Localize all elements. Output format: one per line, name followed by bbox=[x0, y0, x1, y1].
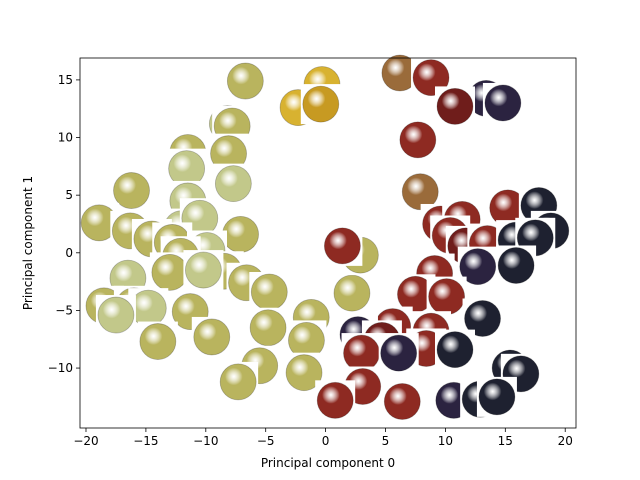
data-point bbox=[322, 225, 363, 266]
data-point bbox=[434, 86, 475, 127]
data-point bbox=[341, 333, 382, 374]
data-point bbox=[300, 84, 341, 125]
y-tick-label: −10 bbox=[48, 361, 73, 375]
y-axis-label: Principal component 1 bbox=[21, 176, 35, 310]
data-point bbox=[397, 119, 438, 160]
data-point bbox=[248, 307, 289, 348]
y-tick-label: 5 bbox=[65, 188, 73, 202]
y-tick-label: 15 bbox=[58, 73, 73, 87]
data-point bbox=[249, 271, 290, 312]
data-point bbox=[331, 273, 372, 314]
data-point bbox=[137, 321, 178, 362]
data-point bbox=[191, 316, 232, 357]
x-axis-ticks: −20 −15 −10 −5 0 5 10 15 20 bbox=[73, 428, 573, 448]
data-point bbox=[284, 352, 325, 393]
x-tick-label: 20 bbox=[558, 434, 573, 448]
x-tick-label: −5 bbox=[257, 434, 275, 448]
x-tick-label: −15 bbox=[133, 434, 158, 448]
data-point bbox=[225, 61, 266, 102]
data-point bbox=[378, 333, 419, 374]
data-point bbox=[496, 245, 537, 286]
data-point bbox=[457, 246, 498, 287]
x-tick-label: 15 bbox=[498, 434, 513, 448]
x-axis-label: Principal component 0 bbox=[261, 456, 395, 470]
y-tick-label: 10 bbox=[58, 131, 73, 145]
y-tick-label: −5 bbox=[55, 303, 73, 317]
x-tick-label: 0 bbox=[322, 434, 330, 448]
x-tick-label: −10 bbox=[193, 434, 218, 448]
data-point bbox=[382, 381, 423, 422]
data-point bbox=[218, 361, 259, 402]
x-tick-label: −20 bbox=[73, 434, 98, 448]
data-point bbox=[183, 250, 224, 291]
data-point bbox=[379, 52, 420, 93]
x-tick-label: 10 bbox=[438, 434, 453, 448]
points-layer bbox=[79, 52, 571, 422]
data-point bbox=[220, 214, 261, 255]
data-point bbox=[149, 252, 190, 293]
data-point bbox=[476, 376, 517, 417]
y-tick-label: 0 bbox=[65, 246, 73, 260]
data-point bbox=[426, 276, 467, 317]
x-tick-label: 5 bbox=[382, 434, 390, 448]
axes-frame bbox=[79, 57, 577, 429]
data-point bbox=[95, 295, 136, 336]
data-point bbox=[434, 329, 475, 370]
y-axis-ticks: −10 −5 0 5 10 15 bbox=[48, 73, 80, 375]
data-point bbox=[315, 380, 356, 421]
data-point bbox=[213, 163, 254, 204]
data-point bbox=[482, 82, 523, 123]
